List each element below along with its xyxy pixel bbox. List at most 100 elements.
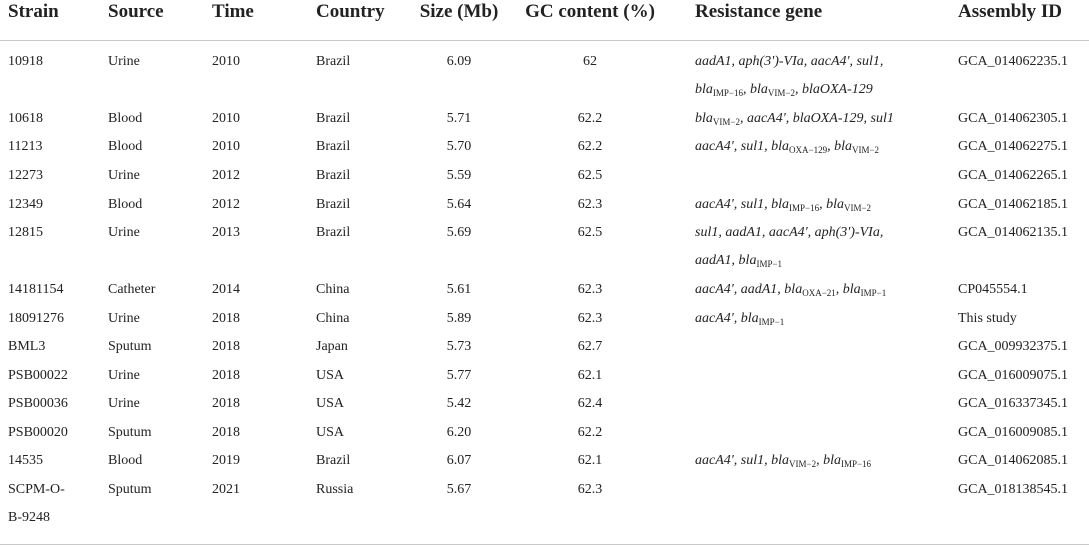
cell-country: Brazil [316,168,351,183]
gene-text: , aacA4', blaOXA-129, sul1 [739,111,894,126]
gene-text: , bla [835,282,861,297]
cell-size: 5.42 [446,396,472,411]
cell-size: 6.20 [446,425,472,440]
cell-strain: SCPM-O- [8,482,65,497]
cell-strain: 14535 [8,453,43,468]
cell-time: 2010 [212,139,240,154]
cell-time: 2013 [212,225,240,240]
cell-strain: 10618 [8,111,43,126]
cell-strain: 12273 [8,168,43,183]
gene-text: , blaOXA-129 [794,82,873,97]
cell-source: Blood [108,453,143,468]
gene-text: , bla [742,82,768,97]
gene-text: aacA4', aadA1, bla [695,282,803,297]
cell-assembly-id: GCA_014062305.1 [958,111,1069,126]
cell-strain: 10918 [8,54,43,69]
cell-time: 2019 [212,453,240,468]
cell-gc: 62.2 [577,139,603,154]
gene-subscript: OXA−129 [789,145,828,155]
cell-strain: B-9248 [8,510,50,525]
cell-source: Urine [108,168,140,183]
cell-assembly-id: CP045554.1 [958,282,1028,297]
cell-size: 5.71 [446,111,472,126]
cell-country: Brazil [316,54,351,69]
cell-size: 5.89 [446,311,472,326]
cell-country: Brazil [316,139,351,154]
cell-assembly-id: This study [958,311,1017,326]
cell-resistance-gene: aacA4', sul1, blaVIM−2, blaIMP−16 [695,447,871,475]
gene-text: aacA4', bla [695,311,759,326]
cell-country: Brazil [316,225,351,240]
cell-strain: 11213 [8,139,43,154]
cell-strain: PSB00022 [8,368,68,383]
cell-time: 2012 [212,168,240,183]
cell-time: 2014 [212,282,240,297]
cell-gc: 62.5 [577,225,603,240]
cell-time: 2018 [212,368,240,383]
cell-gc: 62.1 [577,368,603,383]
cell-size: 6.09 [446,54,472,69]
cell-source: Catheter [108,282,156,297]
header-country: Country [316,1,385,22]
header-size: Size (Mb) [419,1,499,22]
cell-country: Brazil [316,453,351,468]
header-rule [0,40,1089,41]
cell-resistance-gene: aadA1, blaIMP−1 [695,247,782,275]
cell-assembly-id: GCA_014062235.1 [958,54,1069,69]
cell-time: 2018 [212,396,240,411]
cell-gc: 62.5 [577,168,603,183]
cell-assembly-id: GCA_016009075.1 [958,368,1069,383]
cell-assembly-id: GCA_014062135.1 [958,225,1069,240]
gene-subscript: IMP−1 [758,317,785,327]
cell-gc: 62.2 [577,425,603,440]
cell-gc: 62.2 [577,111,603,126]
cell-resistance-gene: aacA4', sul1, blaOXA−129, blaVIM−2 [695,133,879,161]
cell-gc: 62 [583,54,597,69]
cell-resistance-gene: blaIMP−16, blaVIM−2, blaOXA-129 [695,76,873,104]
cell-source: Blood [108,197,143,212]
cell-assembly-id: GCA_014062185.1 [958,197,1069,212]
header-assembly-id: Assembly ID [958,1,1062,22]
cell-time: 2010 [212,54,240,69]
gene-subscript: IMP−16 [789,203,820,213]
cell-assembly-id: GCA_018138545.1 [958,482,1069,497]
cell-assembly-id: GCA_014062085.1 [958,453,1069,468]
gene-subscript: IMP−1 [756,259,783,269]
cell-gc: 62.1 [577,453,603,468]
cell-time: 2018 [212,339,240,354]
gene-subscript: IMP−16 [840,459,872,469]
cell-country: Russia [316,482,354,497]
cell-country: USA [316,396,345,411]
bottom-rule [0,544,1089,545]
cell-size: 5.59 [446,168,472,183]
cell-source: Sputum [108,482,152,497]
cell-gc: 62.3 [577,482,603,497]
cell-size: 5.70 [446,139,472,154]
cell-source: Sputum [108,339,152,354]
cell-strain: BML3 [8,339,46,354]
gene-text: aacA4', sul1, bla [695,139,789,154]
gene-subscript: VIM−2 [851,145,880,155]
cell-resistance-gene: aacA4', blaIMP−1 [695,305,784,333]
header-source: Source [108,1,164,22]
cell-source: Blood [108,111,143,126]
cell-resistance-gene: blaVIM−2, aacA4', blaOXA-129, sul1 [695,105,894,133]
cell-assembly-id: GCA_014062275.1 [958,139,1069,154]
cell-country: China [316,282,350,297]
cell-gc: 62.4 [577,396,603,411]
header-gc-content: GC content (%) [525,1,655,22]
gene-subscript: VIM−2 [789,459,817,469]
cell-strain: 18091276 [8,311,64,326]
cell-strain: 14181154 [8,282,64,297]
gene-subscript: VIM−2 [843,203,872,213]
cell-gc: 62.3 [577,282,603,297]
cell-size: 5.61 [446,282,472,297]
cell-country: USA [316,425,345,440]
cell-size: 5.69 [446,225,472,240]
gene-text: aacA4', sul1, bla [695,197,789,212]
cell-resistance-gene: aadA1, aph(3')-VIa, aacA4', sul1, [695,48,883,76]
header-strain: Strain [8,1,59,22]
cell-assembly-id: GCA_016009085.1 [958,425,1069,440]
cell-resistance-gene: aacA4', sul1, blaIMP−16, blaVIM−2 [695,191,871,219]
